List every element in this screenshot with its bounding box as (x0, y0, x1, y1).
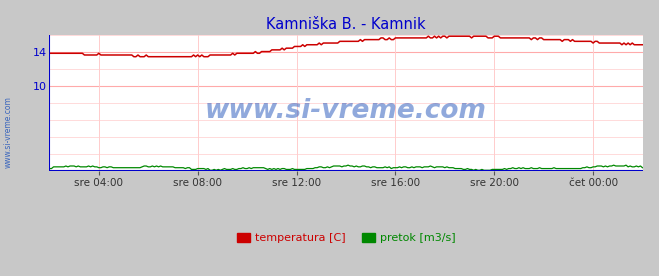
Text: www.si-vreme.com: www.si-vreme.com (205, 98, 487, 124)
Legend: temperatura [C], pretok [m3/s]: temperatura [C], pretok [m3/s] (232, 228, 460, 248)
Title: Kamniška B. - Kamnik: Kamniška B. - Kamnik (266, 17, 426, 32)
Text: www.si-vreme.com: www.si-vreme.com (4, 97, 13, 168)
